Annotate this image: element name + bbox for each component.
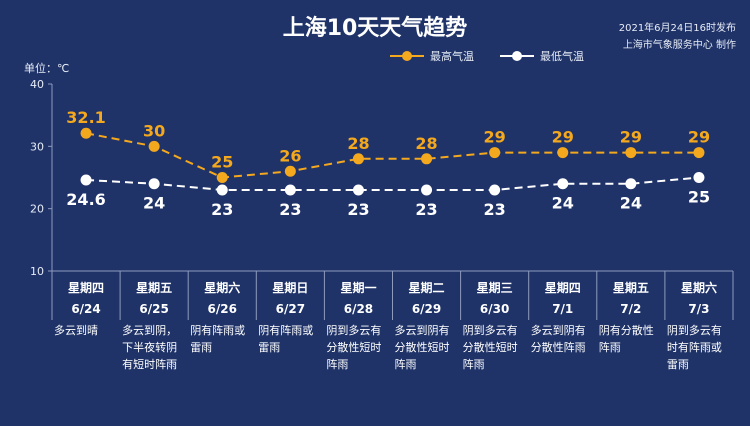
y-tick-label: 10	[30, 265, 44, 278]
data-point-high	[352, 153, 364, 165]
data-label-low: 25	[688, 188, 710, 207]
y-tick-label: 20	[30, 203, 44, 216]
date-label: 6/26	[208, 302, 237, 316]
date-label: 6/30	[480, 302, 509, 316]
weekday-label: 星期二	[409, 280, 445, 295]
weather-description: 阴到多云有分散性短时阵雨	[326, 324, 382, 371]
issuer: 上海市气象服务中心 制作	[622, 40, 736, 51]
chart-title: 上海10天天气趋势	[282, 16, 468, 41]
data-point-high	[80, 127, 92, 139]
y-tick-label: 30	[30, 140, 44, 153]
data-point-low	[352, 184, 364, 196]
weekday-label: 星期五	[613, 280, 649, 295]
data-label-low: 24.6	[66, 190, 105, 209]
data-point-low	[489, 184, 501, 196]
weekday-label: 星期五	[136, 280, 172, 295]
data-label-high: 30	[143, 121, 165, 140]
date-label: 7/2	[620, 302, 641, 316]
legend: 最高气温 最低气温	[390, 48, 610, 64]
y-tick-label: 40	[30, 78, 44, 91]
data-label-high: 25	[211, 153, 233, 172]
data-label-low: 23	[484, 200, 506, 219]
data-point-low	[284, 184, 296, 196]
data-point-high	[693, 147, 705, 159]
date-label: 6/29	[412, 302, 441, 316]
data-label-low: 23	[211, 200, 233, 219]
data-label-low: 23	[347, 200, 369, 219]
data-point-high	[148, 140, 160, 152]
legend-item-high[interactable]: 最高气温	[390, 48, 474, 64]
data-label-high: 28	[347, 134, 369, 153]
data-point-low	[216, 184, 228, 196]
data-label-low: 24	[552, 194, 574, 213]
weather-description: 多云到阴，下半夜转阴有短时阵雨	[122, 324, 178, 371]
data-point-low	[148, 178, 160, 190]
data-label-high: 29	[484, 128, 506, 147]
weather-description: 阴有阵雨或雷雨	[258, 324, 314, 354]
issue-info: 2021年6月24日16时发布 上海市气象服务中心 制作	[536, 20, 736, 54]
weather-description: 阴有阵雨或雷雨	[190, 324, 246, 354]
series-line-high	[85, 132, 699, 179]
weekday-label: 星期三	[477, 280, 513, 295]
series-line-low	[85, 176, 700, 191]
data-label-high: 29	[688, 128, 710, 147]
legend-swatch-high	[390, 51, 424, 61]
legend-swatch-low	[500, 51, 534, 61]
weekday-label: 星期六	[681, 280, 717, 295]
data-point-low	[421, 184, 433, 196]
date-label: 7/3	[688, 302, 709, 316]
date-label: 6/24	[71, 302, 100, 316]
weekday-label: 星期四	[68, 280, 104, 295]
weekday-label: 星期一	[340, 280, 376, 295]
weather-description: 阴有分散性阵雨	[598, 324, 654, 354]
data-label-low: 23	[415, 200, 437, 219]
weather-description: 阴到多云有分散性短时阵雨	[462, 324, 518, 371]
weather-description: 多云到阴有分散性短时阵雨	[394, 324, 450, 371]
legend-item-low[interactable]: 最低气温	[500, 48, 584, 64]
data-point-high	[216, 172, 228, 183]
data-point-low	[625, 178, 637, 190]
data-point-high	[284, 165, 296, 177]
date-label: 6/28	[344, 302, 373, 316]
weather-description: 多云到阴有分散性阵雨	[530, 324, 586, 354]
unit-label: 单位：℃	[24, 62, 70, 75]
data-point-low	[80, 174, 92, 186]
weekday-label: 星期四	[545, 280, 581, 295]
data-label-high: 26	[279, 146, 301, 165]
data-point-high	[625, 147, 637, 159]
data-point-low	[693, 172, 705, 183]
weather-description: 阴到多云有时有阵雨或雷雨	[666, 324, 722, 371]
data-point-high	[489, 147, 501, 159]
data-label-high: 28	[415, 134, 437, 153]
weather-description: 多云到晴	[54, 324, 98, 337]
data-point-high	[421, 153, 433, 165]
data-label-low: 23	[279, 200, 301, 219]
issue-time: 2021年6月24日16时发布	[618, 23, 736, 34]
date-label: 6/27	[276, 302, 305, 316]
data-label-low: 24	[143, 194, 165, 213]
data-point-low	[557, 178, 569, 190]
data-label-high: 29	[552, 128, 574, 147]
weekday-label: 星期日	[272, 280, 308, 295]
weekday-label: 星期六	[204, 280, 240, 295]
data-point-high	[557, 147, 569, 159]
date-label: 6/25	[139, 302, 168, 316]
date-label: 7/1	[552, 302, 573, 316]
legend-label-high: 最高气温	[430, 50, 474, 63]
legend-label-low: 最低气温	[540, 50, 584, 63]
data-label-high: 32.1	[66, 108, 105, 127]
data-label-low: 24	[620, 194, 642, 213]
data-label-high: 29	[620, 128, 642, 147]
